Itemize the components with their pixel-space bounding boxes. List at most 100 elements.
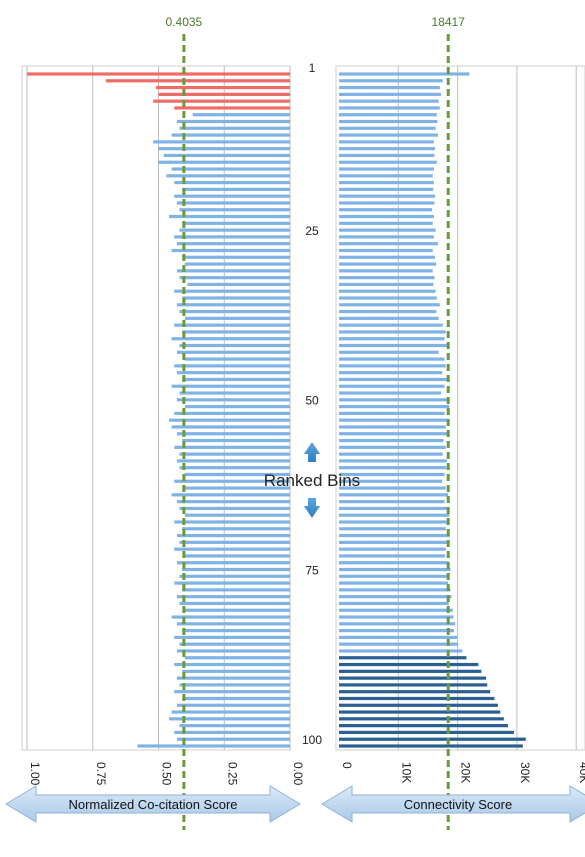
left-bar	[182, 696, 290, 701]
right-bar	[339, 262, 437, 266]
left-bar	[179, 683, 290, 687]
right-reference-line: 18417	[432, 15, 465, 830]
right-bar	[339, 574, 447, 578]
left-bar	[179, 391, 290, 395]
left-bar	[171, 615, 290, 619]
left-bar	[176, 622, 290, 626]
rank-label: 50	[305, 394, 319, 408]
right-bar	[339, 486, 446, 490]
right-bar	[339, 371, 443, 375]
left-bar	[27, 72, 290, 76]
left-bar	[174, 445, 290, 449]
right-bar	[339, 350, 439, 354]
left-tick-label: 0.00	[291, 762, 305, 786]
right-bar	[339, 242, 439, 246]
left-bar	[158, 160, 290, 164]
left-bar	[184, 513, 290, 517]
left-bar	[179, 126, 290, 130]
left-bar	[174, 690, 290, 694]
left-bar	[182, 588, 290, 592]
right-bar	[339, 500, 445, 504]
right-bar	[339, 649, 463, 653]
left-bar	[176, 703, 290, 707]
left-bar	[174, 235, 290, 239]
left-bar	[184, 554, 290, 558]
left-bar	[184, 472, 290, 477]
left-bar	[182, 527, 290, 531]
right-bar	[339, 357, 445, 361]
left-bar	[174, 289, 290, 293]
right-bar	[339, 113, 437, 117]
right-bar	[339, 683, 488, 687]
right-bar	[339, 588, 451, 592]
left-bar	[174, 635, 290, 639]
left-bar	[179, 276, 290, 280]
left-bar	[182, 330, 290, 334]
left-tick-labels: 1.00 0.75 0.50 0.25 0.00	[28, 762, 305, 786]
right-bar	[339, 554, 446, 558]
double-arrow-icon	[5, 785, 301, 823]
left-bar	[174, 411, 290, 415]
right-bar	[339, 343, 447, 348]
right-bar	[339, 493, 449, 497]
left-bar	[192, 113, 290, 117]
left-bar	[158, 147, 290, 151]
left-bar	[176, 561, 290, 565]
right-bar	[339, 391, 441, 395]
right-bar	[339, 140, 434, 144]
right-bar	[339, 289, 436, 293]
right-bar	[339, 513, 450, 517]
rank-label: 1	[309, 61, 316, 75]
left-bar	[176, 649, 290, 653]
right-bar	[339, 323, 443, 327]
right-plot-frame	[335, 65, 585, 751]
right-bar	[339, 221, 433, 225]
left-bar	[184, 405, 290, 409]
left-reference-label: 0.4035	[166, 15, 203, 29]
left-bar	[184, 262, 290, 266]
right-bar	[339, 581, 449, 585]
right-bar	[339, 418, 448, 422]
left-tick-label: 1.00	[28, 762, 42, 786]
left-bar	[187, 282, 290, 287]
left-bar	[182, 187, 290, 191]
left-bar	[182, 629, 290, 633]
right-bar	[339, 622, 456, 626]
right-panel: 0 10K 20K 30K 40K 18417	[335, 15, 585, 830]
left-tick-label: 0.25	[225, 762, 239, 786]
left-bar	[176, 269, 290, 273]
right-bar	[339, 194, 436, 198]
left-bar	[174, 323, 290, 327]
left-bar	[174, 547, 290, 551]
right-bar	[339, 432, 449, 436]
left-bar	[176, 737, 290, 741]
right-bar	[339, 466, 447, 470]
left-bar	[176, 119, 290, 124]
right-bar	[339, 303, 440, 307]
right-bar	[339, 85, 440, 90]
left-bar	[176, 533, 290, 538]
right-bar	[339, 527, 446, 531]
rank-label: 75	[305, 563, 319, 577]
left-bar	[176, 350, 290, 354]
left-bar	[176, 242, 290, 246]
left-bar	[176, 500, 290, 504]
right-bar	[339, 276, 435, 280]
double-arrow-icon	[321, 785, 585, 823]
left-bar	[153, 99, 290, 103]
right-bar	[339, 710, 501, 714]
left-bar	[171, 384, 290, 388]
right-bar	[339, 384, 445, 388]
right-bar	[339, 608, 453, 612]
left-bar	[184, 656, 290, 660]
right-bar	[339, 452, 443, 456]
right-bar	[339, 92, 441, 96]
left-bar	[184, 608, 290, 612]
right-bar	[339, 201, 435, 205]
right-bar	[339, 99, 439, 103]
right-bar	[339, 629, 455, 633]
right-tick-label: 0	[340, 762, 354, 769]
left-bar	[158, 92, 290, 96]
right-bar	[339, 316, 439, 320]
right-bar	[339, 147, 436, 151]
